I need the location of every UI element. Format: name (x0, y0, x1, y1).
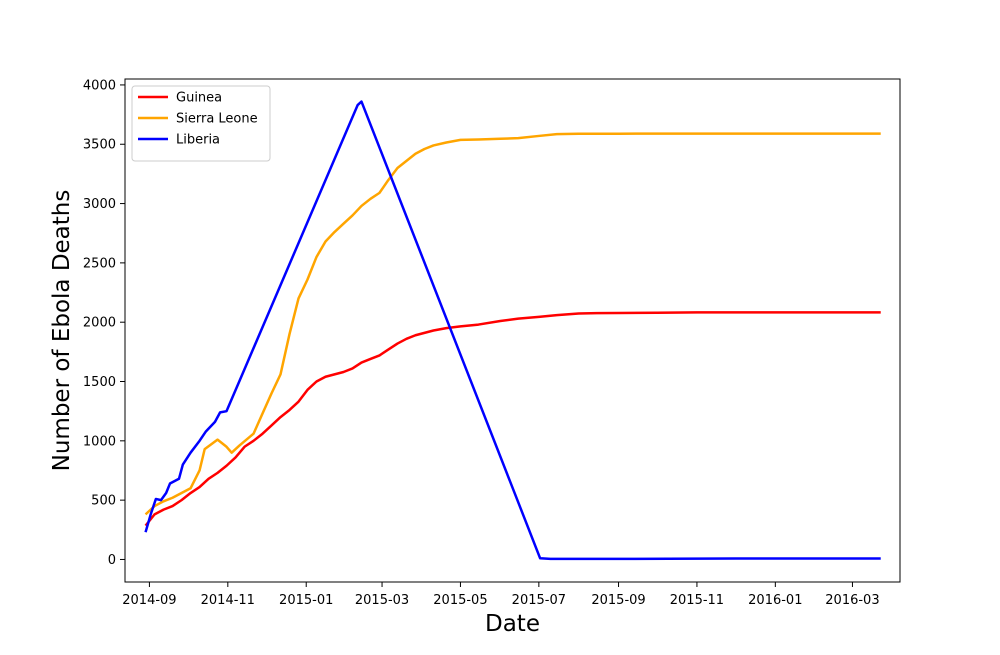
y-axis: 0 500 1000 1500 2000 2500 3000 3500 4000 (83, 78, 125, 568)
legend-label: Sierra Leone (176, 112, 258, 127)
y-tick-label: 2500 (83, 256, 116, 271)
y-tick-label: 0 (108, 553, 116, 568)
x-tick-label: 2015-03 (355, 593, 409, 608)
x-tick-label: 2016-03 (825, 593, 879, 608)
x-tick-label: 2015-07 (512, 593, 566, 608)
x-tick-label: 2015-11 (670, 593, 724, 608)
series-layer (144, 100, 881, 561)
series-line-liberia (144, 100, 881, 561)
x-tick-label: 2015-09 (591, 593, 645, 608)
legend: Guinea Sierra Leone Liberia (131, 85, 271, 162)
y-tick-label: 3000 (83, 197, 116, 212)
legend-label: Guinea (176, 91, 222, 106)
y-tick-label: 1500 (83, 375, 116, 390)
y-tick-label: 4000 (83, 78, 116, 93)
y-tick-label: 3500 (83, 138, 116, 153)
x-tick-label: 2014-11 (201, 593, 255, 608)
legend-label: Liberia (176, 133, 220, 148)
series-line-sierra-leone (144, 132, 881, 516)
x-tick-label: 2016-01 (748, 593, 802, 608)
x-tick-label: 2015-05 (433, 593, 487, 608)
plot-area (125, 79, 900, 582)
y-tick-label: 500 (91, 494, 116, 509)
y-tick-label: 1000 (83, 434, 116, 449)
y-axis-title: Number of Ebola Deaths (49, 190, 75, 472)
plot-frame (124, 78, 901, 583)
x-axis-title: Date (485, 611, 540, 637)
x-tick-label: 2014-09 (122, 593, 176, 608)
x-axis: 2014-09 2014-11 2015-01 2015-03 2015-05 2015-… (122, 582, 880, 608)
x-tick-label: 2015-01 (279, 593, 333, 608)
legend-box (131, 85, 271, 162)
y-tick-label: 2000 (83, 316, 116, 331)
series-line-guinea (144, 311, 881, 527)
